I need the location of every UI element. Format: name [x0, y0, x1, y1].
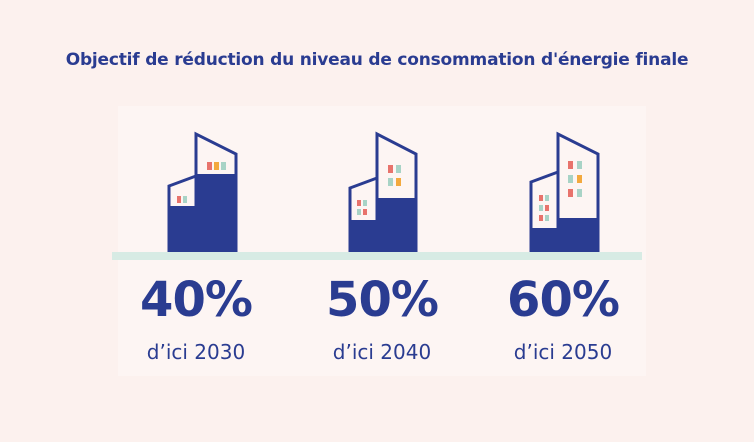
building-group-2030: [167, 131, 238, 252]
window: [357, 200, 361, 206]
window: [183, 196, 187, 203]
window: [545, 195, 549, 201]
window: [577, 175, 582, 183]
ground-line: [112, 252, 642, 260]
window: [577, 189, 582, 197]
window: [577, 161, 582, 169]
building-tall-fill-2030: [196, 174, 236, 252]
window: [568, 189, 573, 197]
goal-percent-2030: 40%: [140, 272, 253, 328]
goal-year-2050: d’ici 2050: [513, 340, 613, 364]
goal-year-2040: d’ici 2040: [332, 340, 432, 364]
window: [214, 162, 219, 170]
window: [568, 175, 573, 183]
window: [545, 205, 549, 211]
window: [363, 200, 367, 206]
building-tall-fill-2050: [558, 218, 598, 252]
window: [207, 162, 212, 170]
window: [221, 162, 226, 170]
window: [363, 209, 367, 215]
building-group-2050: [529, 131, 600, 252]
building-tall-fill-2040: [377, 198, 416, 252]
window: [396, 178, 401, 186]
window: [568, 161, 573, 169]
window: [539, 205, 543, 211]
window: [545, 215, 549, 221]
building-short-fill-2040: [350, 220, 377, 252]
window: [388, 178, 393, 186]
window: [539, 215, 543, 221]
building-tall-2050: [556, 131, 600, 252]
page-title: Objectif de réduction du niveau de conso…: [65, 50, 689, 70]
goal-percent-2040: 50%: [326, 272, 439, 328]
goal-percent-2050: 60%: [507, 272, 620, 328]
window: [357, 209, 361, 215]
window: [396, 165, 401, 173]
building-group-2040: [348, 131, 418, 252]
window: [177, 196, 181, 203]
building-short-fill-2050: [531, 228, 558, 252]
building-short-fill-2030: [169, 206, 196, 252]
window: [539, 195, 543, 201]
goal-year-2030: d’ici 2030: [146, 340, 246, 364]
window: [388, 165, 393, 173]
